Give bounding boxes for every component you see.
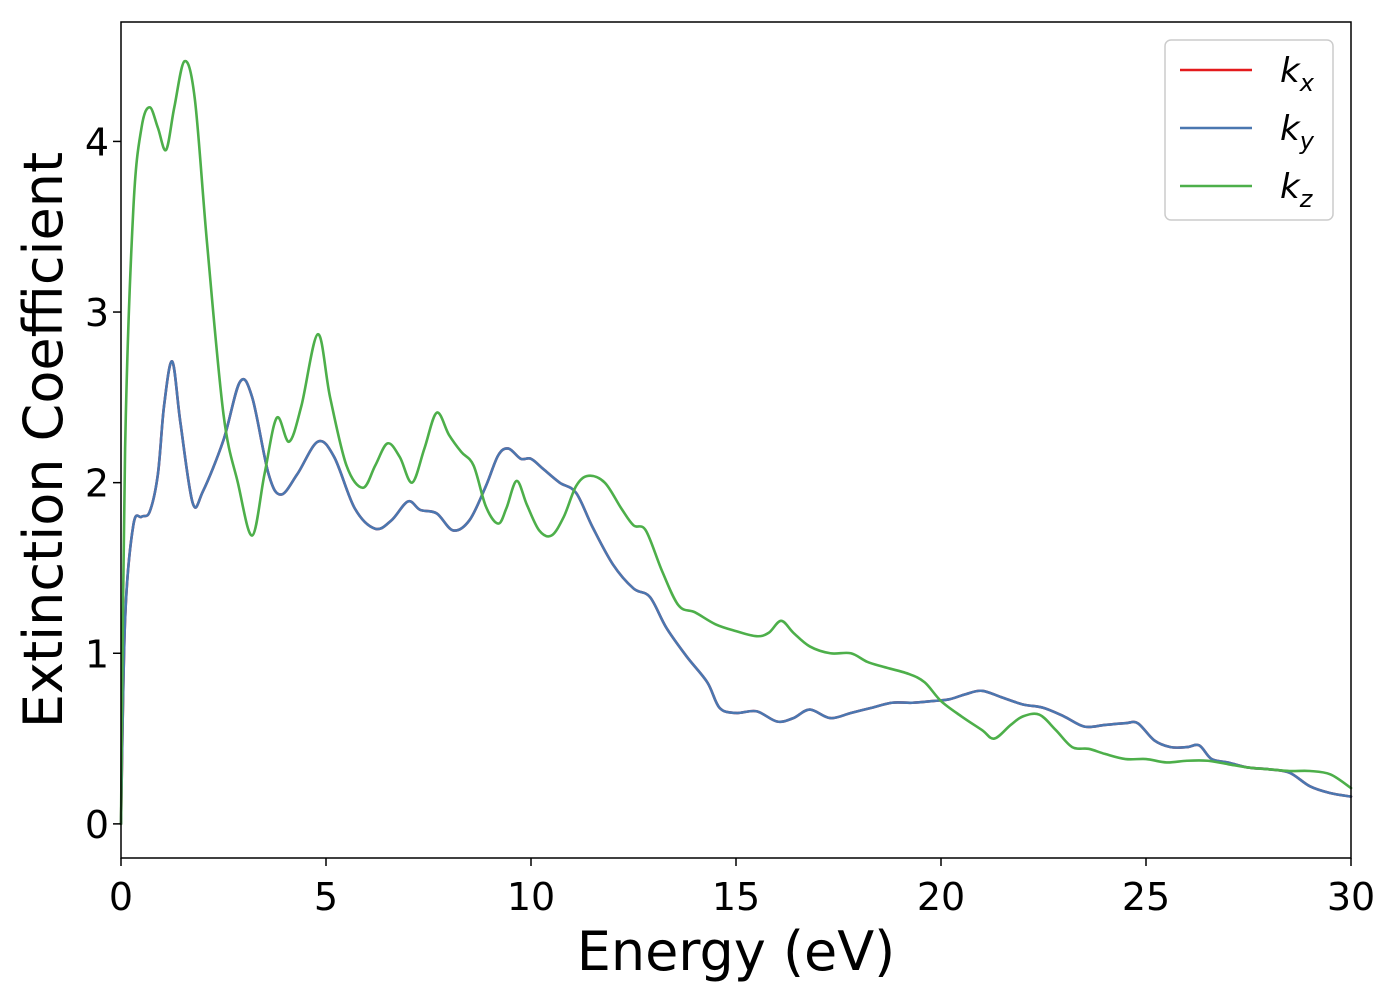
legend-box [1164, 39, 1334, 221]
x-tick-label: 0 [109, 875, 133, 919]
y-tick-label: 3 [85, 291, 109, 335]
y-tick-label: 0 [85, 803, 109, 847]
y-tick-label: 1 [85, 632, 109, 676]
legend-label-x: kx [1280, 51, 1315, 97]
x-tick-label: 25 [1122, 875, 1170, 919]
legend: kx ky kz [1164, 39, 1334, 221]
y-tick-label: 4 [85, 120, 109, 164]
y-axis-ticks: 0 1 2 3 4 [85, 120, 121, 847]
x-tick-label: 10 [507, 875, 555, 919]
legend-label-y: ky [1280, 109, 1315, 155]
y-tick-label: 2 [85, 462, 109, 506]
x-tick-label: 5 [314, 875, 338, 919]
series-line-z [119, 59, 1353, 826]
plot-lines [119, 59, 1353, 826]
x-tick-label: 15 [712, 875, 760, 919]
x-tick-label: 30 [1327, 875, 1375, 919]
x-axis-label: Energy (eV) [577, 920, 896, 983]
x-tick-label: 20 [917, 875, 965, 919]
series-line-y [119, 360, 1353, 826]
x-axis-ticks: 0 5 10 15 20 25 30 [109, 858, 1375, 919]
legend-label-z: kz [1280, 167, 1314, 213]
y-axis-label: Extinction Coefficient [12, 152, 75, 728]
